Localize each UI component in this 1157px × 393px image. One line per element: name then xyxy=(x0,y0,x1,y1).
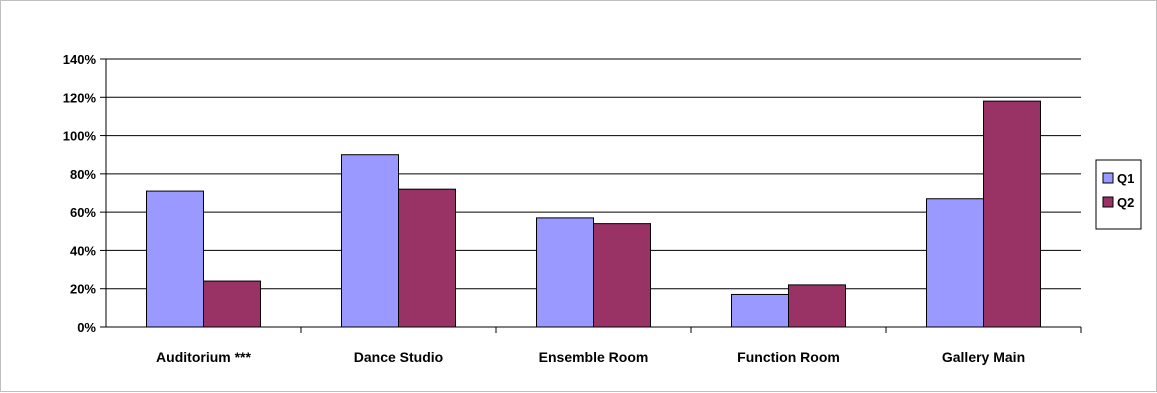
legend-label-q1: Q1 xyxy=(1117,171,1134,186)
bar-q1 xyxy=(536,217,594,328)
y-tick-label: 60% xyxy=(70,205,96,220)
legend-swatch-q2 xyxy=(1102,196,1114,208)
x-category-label: Ensemble Room xyxy=(539,349,649,365)
bar-q1 xyxy=(341,154,399,328)
y-tick-label: 100% xyxy=(63,129,97,144)
bar-q2 xyxy=(788,284,846,328)
y-tick-label: 80% xyxy=(70,167,96,182)
bar-q2 xyxy=(203,280,261,328)
bar-q1 xyxy=(146,190,204,328)
x-category-label: Dance Studio xyxy=(354,349,443,365)
y-tick-label: 40% xyxy=(70,243,96,258)
bar-q1 xyxy=(926,198,984,328)
bar-q2 xyxy=(983,100,1041,328)
y-tick-label: 0% xyxy=(77,320,96,335)
legend-label-q2: Q2 xyxy=(1117,195,1134,210)
bar-q2 xyxy=(398,188,456,328)
x-category-label: Gallery Main xyxy=(942,349,1025,365)
y-tick-label: 140% xyxy=(63,52,97,67)
bar-q2 xyxy=(593,223,651,328)
legend-swatch-q1 xyxy=(1102,172,1114,184)
x-category-label: Auditorium *** xyxy=(156,349,251,365)
y-tick-label: 20% xyxy=(70,282,96,297)
bar-q1 xyxy=(731,293,789,328)
x-category-label: Function Room xyxy=(737,349,840,365)
legend-box xyxy=(1095,159,1142,230)
y-tick-label: 120% xyxy=(63,90,97,105)
